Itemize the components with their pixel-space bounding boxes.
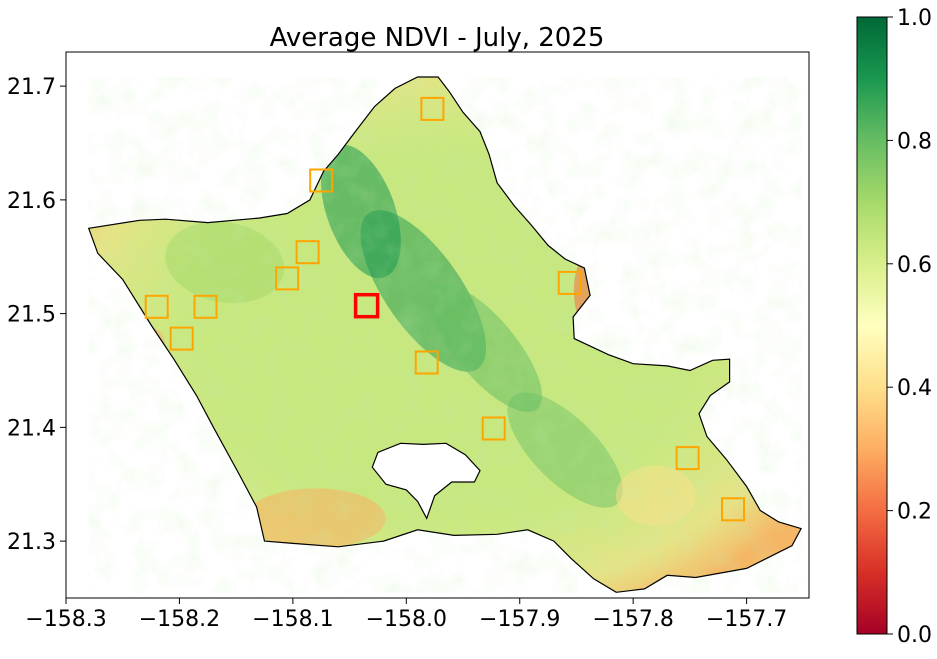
colorbar-tick-label: 0.4 — [897, 376, 932, 401]
marker-8 — [414, 350, 439, 375]
plot-frame — [65, 51, 810, 599]
colorbar: 0.0 0.2 0.4 0.6 0.8 1.0 — [856, 6, 932, 648]
colorbar-gradient — [856, 16, 888, 635]
x-tick-label: −158.0 — [366, 607, 447, 632]
colorbar-tick-label: 1.0 — [897, 6, 932, 31]
colorbar-tick-label: 0.2 — [897, 500, 932, 525]
marker-9 — [557, 270, 582, 295]
island-coastline — [87, 76, 802, 593]
marker-0 — [420, 96, 445, 121]
marker-10 — [481, 416, 506, 441]
marker-1 — [309, 168, 334, 193]
marker-2 — [295, 240, 320, 265]
x-axis: −158.3 −158.2 −158.1 −158.0 −157.9 −157.8 −157… — [25, 598, 787, 632]
marker-layer — [144, 96, 745, 522]
y-tick-label: 21.3 — [7, 530, 56, 555]
y-axis: 21.3 21.4 21.5 21.6 21.7 — [7, 75, 66, 555]
colorbar-ticks: 0.0 0.2 0.4 0.6 0.8 1.0 — [887, 6, 932, 648]
marker-highlighted — [353, 292, 380, 319]
plot-area — [87, 76, 802, 593]
pearl-harbor-water — [371, 442, 481, 520]
island-texture — [88, 77, 802, 593]
colorbar-tick-label: 0.0 — [897, 623, 932, 648]
marker-12 — [721, 497, 745, 522]
marker-6 — [169, 326, 194, 351]
y-tick-label: 21.7 — [7, 75, 56, 100]
marker-5 — [193, 294, 218, 319]
marker-3 — [275, 266, 300, 291]
y-tick-label: 21.4 — [7, 416, 56, 441]
x-tick-label: −157.8 — [592, 607, 673, 632]
marker-11 — [675, 446, 700, 471]
chart-title: Average NDVI - July, 2025 — [270, 23, 605, 53]
x-tick-label: −158.3 — [25, 607, 106, 632]
colorbar-tick-label: 0.8 — [897, 129, 932, 154]
x-tick-label: −157.7 — [706, 607, 787, 632]
colorbar-tick-label: 0.6 — [897, 253, 932, 278]
x-tick-label: −157.9 — [479, 607, 560, 632]
x-tick-label: −158.2 — [139, 607, 220, 632]
y-tick-label: 21.5 — [7, 303, 56, 328]
x-tick-label: −158.1 — [252, 607, 333, 632]
marker-4 — [144, 294, 169, 319]
y-tick-label: 21.6 — [7, 189, 56, 214]
